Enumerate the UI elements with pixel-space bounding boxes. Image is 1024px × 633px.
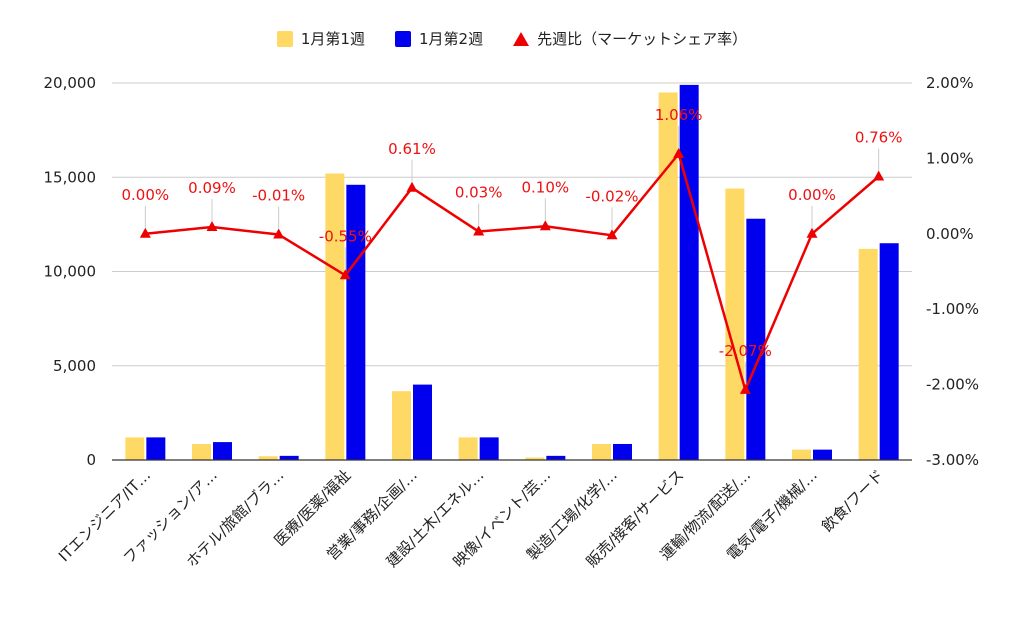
bar-week2	[813, 449, 832, 460]
bar-week1	[258, 456, 278, 460]
share-point-marker	[473, 225, 485, 236]
legend-swatch-week2	[394, 30, 411, 47]
bar-week1	[458, 437, 478, 460]
data-label: 0.03%	[455, 184, 503, 202]
bar-week1	[525, 457, 545, 460]
right-axis-tick-label: -2.00%	[926, 376, 979, 394]
share-point-marker	[673, 147, 685, 158]
data-label: 0.00%	[788, 186, 836, 204]
bar-week2	[346, 184, 366, 461]
right-axis-tick-label: 0.00%	[926, 225, 974, 243]
legend-item-share: 先週比（マーケットシェア率）	[513, 28, 747, 49]
legend-item-week2: 1月第2週	[394, 28, 484, 49]
left-axis-tick-label: 0	[86, 451, 96, 469]
right-axis-tick-label: -1.00%	[926, 300, 979, 318]
share-point-marker	[206, 221, 218, 232]
data-label: -0.02%	[585, 187, 638, 205]
bar-week2	[413, 384, 432, 460]
bar-week2	[279, 455, 299, 460]
category-label: 飲食/フード	[818, 466, 887, 535]
data-label: 0.76%	[855, 128, 903, 146]
bar-week1	[725, 188, 745, 460]
bar-week1	[392, 391, 411, 460]
data-label: -0.55%	[319, 227, 372, 245]
legend-swatch-week1	[276, 30, 293, 47]
data-label: 1.06%	[655, 106, 703, 124]
bars	[125, 84, 899, 461]
data-label: -0.01%	[252, 187, 305, 205]
data-label: -2.07%	[719, 342, 772, 360]
gridlines	[112, 82, 912, 367]
share-line-path	[145, 152, 880, 392]
left-axis-tick-label: 5,000	[53, 357, 96, 375]
share-point-marker	[339, 269, 351, 280]
bar-week1	[792, 449, 811, 460]
share-point-marker	[739, 383, 751, 394]
data-label: 0.61%	[388, 140, 436, 158]
legend-label-week2: 1月第2週	[418, 30, 484, 48]
right-axis-tick-label: -3.00%	[926, 451, 979, 469]
legend-triangle-icon	[513, 31, 530, 46]
data-labels: 0.00% 0.09% -0.01% -0.55% 0.61% 0.03% 0.10% -0.…	[122, 106, 903, 384]
share-point-marker	[539, 220, 551, 231]
data-label: 0.00%	[122, 186, 170, 204]
bar-week1	[592, 443, 611, 460]
bar-week2	[213, 442, 232, 460]
chart-legend: 1月第1週 1月第2週 先週比（マーケットシェア率）	[0, 28, 1024, 49]
share-point-marker	[606, 229, 618, 240]
share-point-marker	[139, 227, 151, 238]
bar-week1	[858, 248, 878, 460]
legend-label-week1: 1月第1週	[300, 30, 365, 48]
bar-week1	[192, 443, 211, 460]
legend-item-week1: 1月第1週	[276, 28, 365, 49]
share-point-marker	[873, 170, 885, 181]
bar-week1	[325, 173, 345, 461]
bar-week1	[125, 437, 145, 460]
axes: 0 5,000 10,000 15,000 20,000 -3.00% -2.00% -1.0…	[44, 74, 980, 571]
left-axis-tick-label: 10,000	[44, 263, 97, 281]
bar-week2	[746, 218, 766, 460]
bar-week2	[679, 84, 699, 460]
left-axis-tick-label: 15,000	[44, 168, 97, 186]
bar-week1	[658, 92, 678, 461]
share-point-marker	[406, 181, 418, 192]
share-point-marker	[806, 227, 818, 238]
bar-week2	[546, 455, 566, 460]
data-label: 0.10%	[522, 178, 570, 196]
right-axis-tick-label: 2.00%	[926, 74, 974, 92]
share-line	[139, 147, 885, 394]
bar-week2	[479, 437, 499, 460]
left-axis-tick-label: 20,000	[44, 74, 97, 92]
bar-week2	[879, 243, 899, 460]
bar-week2	[146, 437, 166, 460]
right-axis-tick-label: 1.00%	[926, 149, 974, 167]
data-label: 0.09%	[188, 179, 236, 197]
bar-week2	[613, 443, 632, 460]
share-point-marker	[273, 228, 285, 239]
legend-label-share: 先週比（マーケットシェア率）	[537, 30, 748, 48]
